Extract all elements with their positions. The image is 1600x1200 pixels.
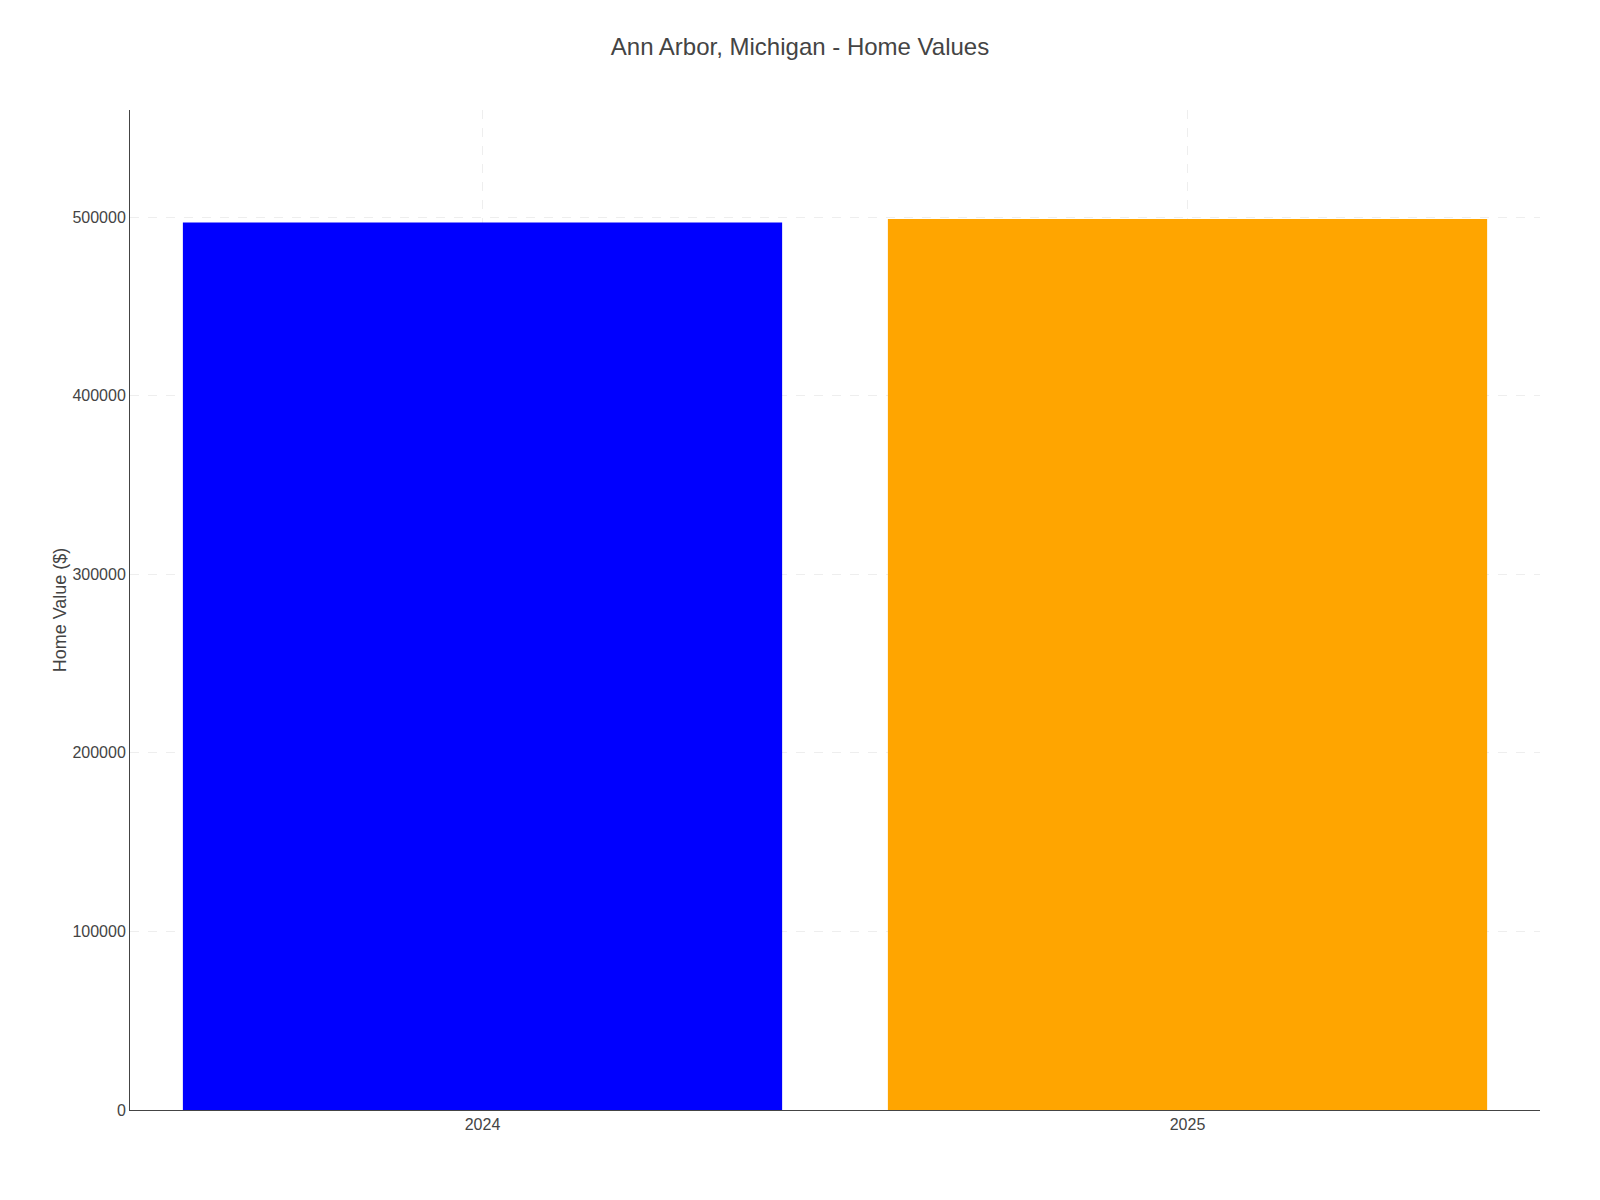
svg-text:400000: 400000 — [72, 387, 125, 404]
svg-text:300000: 300000 — [72, 566, 125, 583]
svg-text:2024: 2024 — [465, 1116, 501, 1133]
svg-text:2025: 2025 — [1170, 1116, 1206, 1133]
svg-text:Ann Arbor, Michigan - Home Val: Ann Arbor, Michigan - Home Values — [611, 33, 989, 60]
svg-text:0: 0 — [117, 1102, 126, 1119]
svg-text:200000: 200000 — [72, 744, 125, 761]
svg-text:Home Value ($): Home Value ($) — [50, 548, 70, 673]
svg-text:500000: 500000 — [72, 209, 125, 226]
svg-text:100000: 100000 — [72, 923, 125, 940]
